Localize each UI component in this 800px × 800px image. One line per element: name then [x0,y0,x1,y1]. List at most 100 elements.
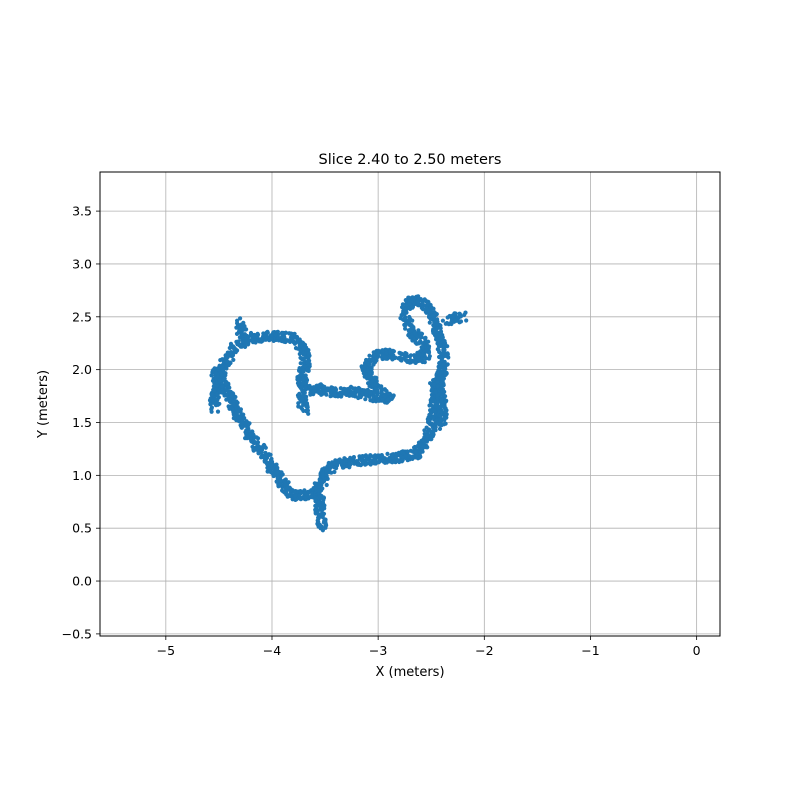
data-point [396,450,401,455]
data-point [439,351,444,356]
data-point [332,392,337,397]
data-point [225,359,230,364]
data-point [291,339,296,344]
data-point [208,402,213,407]
data-point [350,386,356,391]
data-point [444,353,449,358]
plot-area [100,172,720,636]
data-point [412,445,417,450]
data-point [355,459,360,464]
data-point [347,461,352,466]
data-point [395,457,400,463]
data-point [244,336,249,341]
data-point [320,486,325,491]
data-point [209,373,214,378]
data-point [339,459,345,464]
data-point [359,365,365,370]
data-point [426,418,431,423]
data-point [420,345,425,350]
data-point [376,453,381,458]
data-point [379,390,384,396]
data-point [427,403,432,408]
x-tick-label: −2 [475,643,493,658]
data-point [216,395,221,400]
data-point [224,381,229,386]
data-point [224,393,229,398]
data-points [207,294,469,533]
data-point [427,428,432,433]
data-point [262,459,267,464]
data-point [374,394,379,399]
data-point [403,326,408,331]
data-point [442,389,447,394]
data-point [247,421,252,426]
data-point [406,306,411,311]
data-point [286,480,291,485]
data-point [268,463,273,468]
data-point [367,357,372,362]
data-point [306,363,311,368]
grid-lines [100,172,720,636]
y-tick-label: 1.0 [72,468,92,483]
data-point [264,330,270,335]
data-point [438,418,443,423]
data-point [431,428,437,433]
data-point [278,478,283,483]
data-point [296,401,301,406]
data-point [427,320,432,325]
data-point [367,394,372,399]
data-point [404,303,409,308]
data-point [263,445,268,450]
data-point [372,460,377,465]
y-tick-label: 2.0 [72,362,92,377]
data-point [427,412,432,417]
data-point [386,397,391,402]
data-point [410,318,415,323]
data-point [237,407,242,412]
data-point [229,394,234,399]
data-point [299,356,304,362]
data-point [380,348,385,353]
data-point [443,366,448,371]
data-point [419,447,425,452]
data-point [317,389,322,394]
data-point [242,416,247,421]
data-point [389,355,394,360]
data-point [244,340,249,345]
data-point [437,404,442,409]
data-point [209,407,214,412]
data-point [433,319,438,324]
data-point [311,385,316,390]
data-point [347,465,352,470]
data-point [409,323,414,328]
data-point [269,337,274,342]
data-point [236,339,241,344]
data-point [431,323,436,328]
data-point [269,333,274,338]
data-point [437,426,443,431]
data-point [415,444,420,449]
data-point [279,330,285,335]
data-point [444,398,449,403]
data-point [439,398,444,403]
chart-title: Slice 2.40 to 2.50 meters [319,152,502,168]
data-point [408,353,413,358]
data-point [433,390,438,395]
data-point [255,332,261,337]
data-point [268,470,274,475]
data-point [268,457,274,463]
data-point [443,409,448,414]
data-point [422,336,427,341]
data-point [441,338,447,343]
data-point [374,358,379,363]
data-point [302,495,308,500]
data-point [212,388,217,393]
plot-frame [99,171,721,637]
data-point [214,376,219,381]
data-point [429,437,434,442]
data-point [254,446,259,451]
x-tick-label: −4 [263,643,281,658]
data-point [403,323,408,328]
data-point [295,393,301,398]
